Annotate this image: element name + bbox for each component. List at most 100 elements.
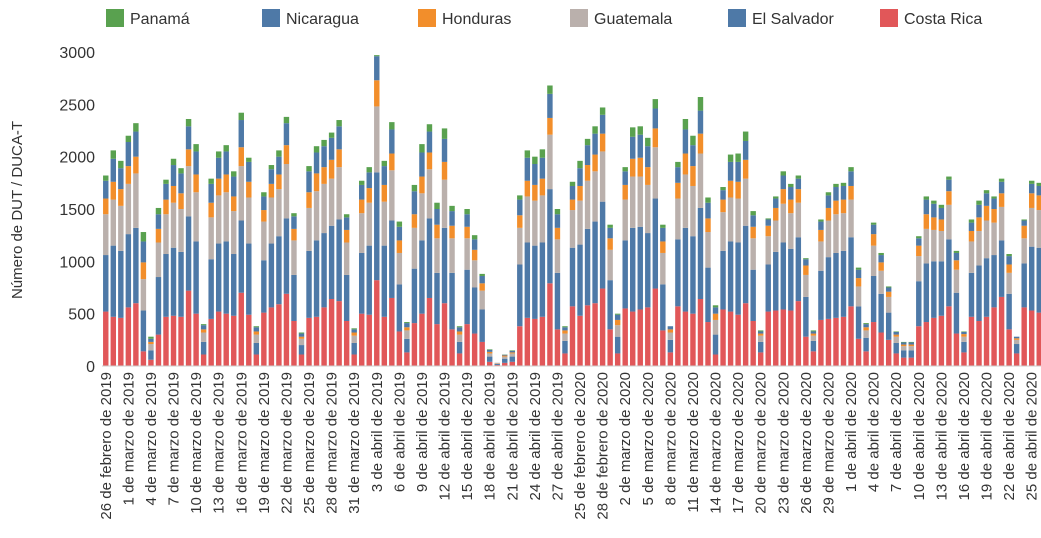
bar-segment-panama [306, 166, 311, 171]
bar-segment-honduras [592, 155, 597, 172]
bar-segment-panama [961, 331, 966, 332]
bar-segment-costa-rica [314, 317, 319, 366]
bar-stack [668, 326, 673, 366]
bar-segment-panama [201, 324, 206, 325]
bar-segment-panama [570, 182, 575, 186]
bar-stack [781, 171, 786, 366]
bar-segment-nicaragua [397, 227, 402, 241]
bar-segment-honduras [803, 266, 808, 275]
bar-stack [585, 139, 590, 366]
bar-stack [208, 179, 213, 366]
bar-segment-honduras [118, 189, 123, 206]
bar-segment-costa-rica [1021, 307, 1026, 366]
bar-segment-panama [946, 177, 951, 180]
bar-segment-el-salvador [909, 350, 914, 357]
bar-stack [577, 161, 582, 366]
bar-stack [284, 117, 289, 366]
bar-stack [893, 331, 898, 366]
bar-segment-guatemala [111, 200, 116, 246]
bar-stack [954, 251, 959, 366]
bar-stack [1006, 254, 1011, 366]
bar-segment-honduras [374, 80, 379, 106]
bar-segment-guatemala [886, 297, 891, 313]
bar-segment-el-salvador [690, 236, 695, 313]
bar-segment-panama [931, 201, 936, 204]
bar-stack [306, 166, 311, 366]
bar-stack [773, 196, 778, 366]
bar-segment-el-salvador [698, 208, 703, 299]
bar-segment-costa-rica [133, 303, 138, 366]
bar-segment-costa-rica [1014, 353, 1019, 366]
bar-segment-el-salvador [336, 219, 341, 301]
bar-stack [1037, 183, 1041, 366]
bar-segment-guatemala [773, 221, 778, 252]
bar-segment-guatemala [178, 209, 183, 252]
x-tick-label: 2 de marzo de 2020 [617, 372, 634, 505]
bar-segment-guatemala [171, 203, 176, 248]
y-tick-label: 500 [68, 307, 95, 324]
bar-segment-el-salvador [1021, 263, 1026, 307]
bar-segment-costa-rica [735, 315, 740, 366]
bar-segment-nicaragua [367, 172, 372, 188]
bar-segment-costa-rica [916, 326, 921, 366]
bar-segment-panama [592, 126, 597, 133]
bar-segment-panama [126, 136, 131, 142]
bar-segment-honduras [758, 334, 763, 336]
bar-segment-panama [848, 167, 853, 171]
bar-segment-honduras [811, 334, 816, 336]
bar-segment-costa-rica [728, 312, 733, 366]
bar-stack [946, 177, 951, 366]
bar-segment-el-salvador [713, 335, 718, 355]
bar-segment-panama [442, 128, 447, 138]
bar-segment-costa-rica [622, 308, 627, 366]
bar-segment-honduras [487, 352, 492, 354]
bar-stack [796, 176, 801, 366]
bar-segment-guatemala [126, 184, 131, 234]
bar-segment-nicaragua [321, 146, 326, 167]
bar-segment-panama [1037, 183, 1041, 186]
x-tick-label: 29 de marzo de 2020 [821, 372, 838, 514]
bar-segment-el-salvador [607, 280, 612, 329]
bar-segment-panama [111, 150, 116, 158]
legend-swatch-el-salvador [728, 9, 746, 27]
bar-segment-honduras [427, 152, 432, 169]
bar-segment-honduras [141, 262, 146, 279]
bar-segment-costa-rica [442, 303, 447, 366]
bar-stack [788, 184, 793, 366]
bar-segment-panama [675, 162, 680, 167]
bar-segment-nicaragua [336, 126, 341, 149]
bar-segment-guatemala [743, 179, 748, 226]
bar-segment-el-salvador [939, 261, 944, 315]
bar-segment-nicaragua [1006, 256, 1011, 264]
bar-segment-el-salvador [863, 338, 868, 352]
bar-segment-panama [449, 206, 454, 211]
bar-segment-honduras [788, 200, 793, 214]
bar-segment-costa-rica [743, 303, 748, 366]
bar-segment-honduras [171, 186, 176, 203]
bar-segment-el-salvador [931, 261, 936, 318]
bar-segment-guatemala [419, 193, 424, 240]
bar-stack [856, 268, 861, 366]
bar-segment-nicaragua [924, 200, 929, 215]
bar-segment-honduras [946, 191, 951, 205]
legend-label-nicaragua: Nicaragua [286, 11, 359, 28]
bar-segment-honduras [909, 345, 914, 347]
bar-segment-nicaragua [487, 350, 492, 352]
bar-segment-nicaragua [261, 196, 266, 210]
x-tick-label: 3 de abril de 2019 [369, 372, 386, 492]
bar-segment-nicaragua [412, 191, 417, 214]
bar-segment-costa-rica [404, 352, 409, 366]
x-tick-label: 1 de abril de 2020 [843, 372, 860, 492]
bar-segment-nicaragua [1021, 221, 1026, 226]
bar-segment-costa-rica [269, 307, 274, 366]
bar-segment-honduras [156, 229, 161, 243]
bar-segment-nicaragua [638, 135, 643, 158]
bar-segment-honduras [796, 189, 801, 203]
bar-segment-costa-rica [208, 319, 213, 366]
bar-segment-nicaragua [254, 327, 259, 331]
bar-segment-nicaragua [946, 180, 951, 192]
x-tick-label: 13 de abril de 2020 [933, 372, 950, 500]
bar-segment-el-salvador [359, 253, 364, 314]
bar-segment-nicaragua [517, 200, 522, 216]
